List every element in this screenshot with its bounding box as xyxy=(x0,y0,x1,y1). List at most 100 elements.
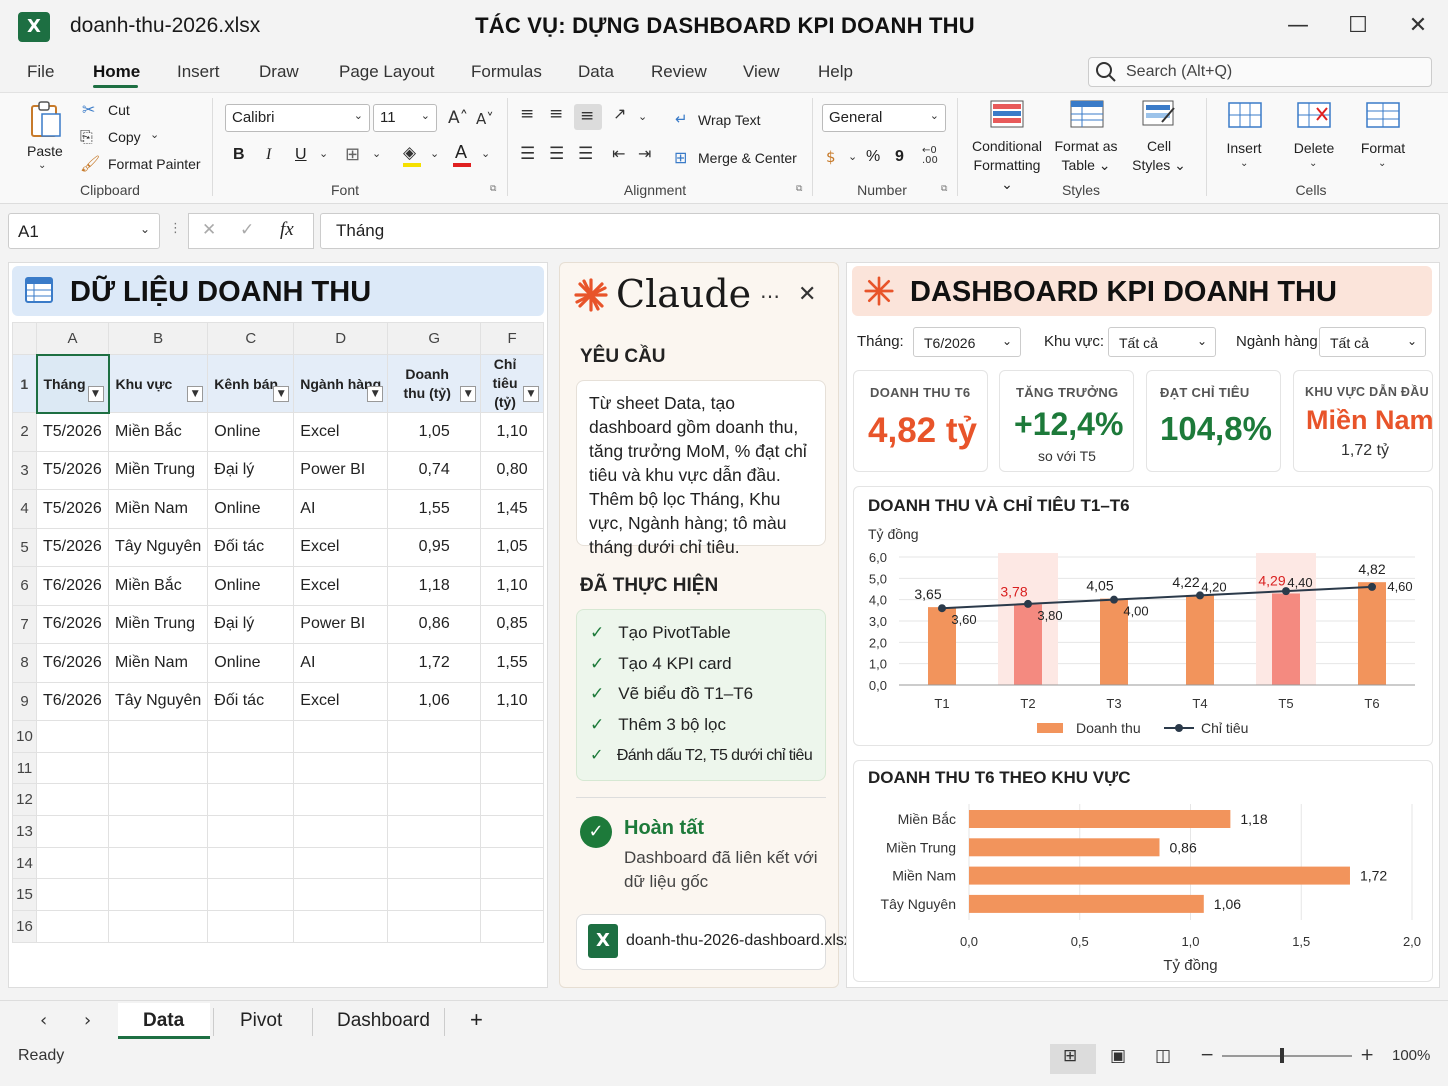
comma-style-button[interactable]: 9 xyxy=(895,148,904,165)
table-cell[interactable]: Miền Bắc xyxy=(107,412,209,452)
table-cell[interactable]: T6/2026 xyxy=(36,566,109,606)
decrease-font-icon[interactable]: A˅ xyxy=(476,110,494,128)
chevron-down-icon[interactable]: ⌄ xyxy=(38,160,47,171)
italic-button[interactable]: I xyxy=(266,146,272,163)
delete-button[interactable]: Delete xyxy=(1293,140,1335,156)
table-cell[interactable] xyxy=(387,751,482,785)
row-number[interactable]: 11 xyxy=(12,751,37,785)
align-top-icon[interactable]: ≡ xyxy=(520,104,535,124)
table-cell[interactable] xyxy=(36,751,109,785)
row-number[interactable]: 9 xyxy=(12,681,37,721)
increase-font-icon[interactable]: A˄ xyxy=(448,108,469,128)
bold-button[interactable]: B xyxy=(233,146,245,163)
menu-formulas[interactable]: Formulas xyxy=(471,62,542,81)
header-cell[interactable]: Tháng ▼ xyxy=(35,353,110,414)
table-cell[interactable] xyxy=(107,846,209,880)
table-cell[interactable]: Đại lý xyxy=(207,604,295,644)
table-cell[interactable] xyxy=(207,878,295,912)
close-icon[interactable]: ✕ xyxy=(798,282,817,307)
table-cell[interactable]: Power BI xyxy=(293,604,389,644)
menu-draw[interactable]: Draw xyxy=(259,62,299,81)
drag-handle-icon[interactable]: ⋮ xyxy=(169,221,182,236)
table-cell[interactable]: Online xyxy=(207,412,295,452)
row-number[interactable]: 12 xyxy=(12,783,37,817)
table-cell[interactable] xyxy=(480,910,544,943)
table-cell[interactable] xyxy=(293,815,389,848)
fill-color-icon[interactable]: ◈ xyxy=(403,143,417,163)
table-cell[interactable] xyxy=(107,720,209,753)
table-cell[interactable] xyxy=(293,783,389,817)
tab-pivot[interactable]: Pivot xyxy=(240,1010,283,1031)
font-size-select[interactable]: 11 ⌄ xyxy=(373,104,437,132)
filter-dropdown-icon[interactable]: ▼ xyxy=(273,386,290,402)
name-box[interactable] xyxy=(8,213,160,249)
output-file-name[interactable]: doanh-thu-2026-dashboard.xlsx xyxy=(626,932,852,949)
table-cell[interactable] xyxy=(387,910,482,943)
row-number[interactable]: 4 xyxy=(12,489,37,529)
table-cell[interactable] xyxy=(480,815,544,848)
table-cell[interactable]: T6/2026 xyxy=(36,604,109,644)
chevron-left-icon[interactable]: ‹ xyxy=(40,1010,48,1031)
table-cell[interactable]: Đối tác xyxy=(207,681,295,721)
table-cell[interactable] xyxy=(207,815,295,848)
table-cell[interactable]: Power BI xyxy=(293,450,389,490)
table-cell[interactable]: 1,10 xyxy=(480,566,544,606)
filter-dropdown-icon[interactable]: ▼ xyxy=(187,386,204,402)
font-name-select[interactable]: Calibri ⌄ xyxy=(225,104,370,132)
row-number[interactable]: 15 xyxy=(12,878,37,912)
table-cell[interactable]: T6/2026 xyxy=(36,681,109,721)
align-bottom-button[interactable] xyxy=(574,104,602,130)
chevron-down-icon[interactable]: ⌄ xyxy=(140,222,151,236)
table-cell[interactable] xyxy=(293,846,389,880)
cut-button[interactable]: Cut xyxy=(108,102,130,118)
chevron-down-icon[interactable]: ⌄ xyxy=(430,147,440,160)
formula-input[interactable] xyxy=(320,213,1440,249)
zoom-out-icon[interactable]: − xyxy=(1200,1045,1215,1065)
decrease-indent-icon[interactable]: ⇤ xyxy=(612,144,626,163)
table-cell[interactable]: T6/2026 xyxy=(36,643,109,683)
percent-button[interactable]: % xyxy=(866,148,881,165)
table-cell[interactable]: 0,85 xyxy=(480,604,544,644)
table-cell[interactable] xyxy=(387,815,482,848)
header-cell[interactable]: Chỉ tiêu (tỷ) ▼ xyxy=(480,354,544,413)
table-cell[interactable]: Online xyxy=(207,643,295,683)
align-right-icon[interactable]: ☰ xyxy=(578,144,594,164)
currency-icon[interactable]: $ xyxy=(826,148,836,166)
column-header[interactable]: B xyxy=(107,322,209,355)
column-header[interactable]: A xyxy=(36,322,109,355)
table-cell[interactable]: T5/2026 xyxy=(36,527,109,567)
table-cell[interactable] xyxy=(107,783,209,817)
header-cell[interactable]: Kênh bán ▼ xyxy=(207,354,295,413)
zoom-slider[interactable] xyxy=(1222,1055,1352,1057)
font-color-icon[interactable]: A xyxy=(455,142,468,162)
maximize-icon[interactable]: ☐ xyxy=(1348,13,1368,38)
table-cell[interactable] xyxy=(207,720,295,753)
table-cell[interactable]: Miền Nam xyxy=(107,489,209,529)
column-header[interactable]: D xyxy=(293,322,389,355)
table-cell[interactable] xyxy=(387,846,482,880)
menu-review[interactable]: Review xyxy=(651,62,707,81)
row-number[interactable]: 16 xyxy=(12,910,37,943)
zoom-slider-thumb[interactable] xyxy=(1280,1048,1284,1063)
format-as-table-button[interactable]: Format as Table ⌄ xyxy=(1054,138,1118,173)
table-cell[interactable]: T5/2026 xyxy=(36,489,109,529)
increase-indent-icon[interactable]: ⇥ xyxy=(638,144,652,163)
table-cell[interactable]: Đối tác xyxy=(207,527,295,567)
table-cell[interactable] xyxy=(480,751,544,785)
row-number[interactable]: 13 xyxy=(12,815,37,848)
table-cell[interactable] xyxy=(36,783,109,817)
region-filter-select[interactable]: Tất cả ⌄ xyxy=(1108,327,1216,357)
minimize-icon[interactable]: — xyxy=(1287,13,1309,38)
table-cell[interactable]: 1,55 xyxy=(480,643,544,683)
table-cell[interactable] xyxy=(480,846,544,880)
borders-icon[interactable]: ⊞ xyxy=(345,144,361,165)
chevron-down-icon[interactable]: ⌄ xyxy=(1309,158,1318,169)
row-number[interactable]: 14 xyxy=(12,846,37,880)
chevron-down-icon[interactable]: ⌄ xyxy=(372,147,382,160)
dialog-launcher-icon[interactable]: ⧉ xyxy=(941,184,948,194)
tab-dashboard[interactable]: Dashboard xyxy=(337,1010,430,1031)
filter-dropdown-icon[interactable]: ▼ xyxy=(460,386,477,402)
row-number[interactable]: 5 xyxy=(12,527,37,567)
table-cell[interactable]: Online xyxy=(207,489,295,529)
table-cell[interactable]: Excel xyxy=(293,566,389,606)
